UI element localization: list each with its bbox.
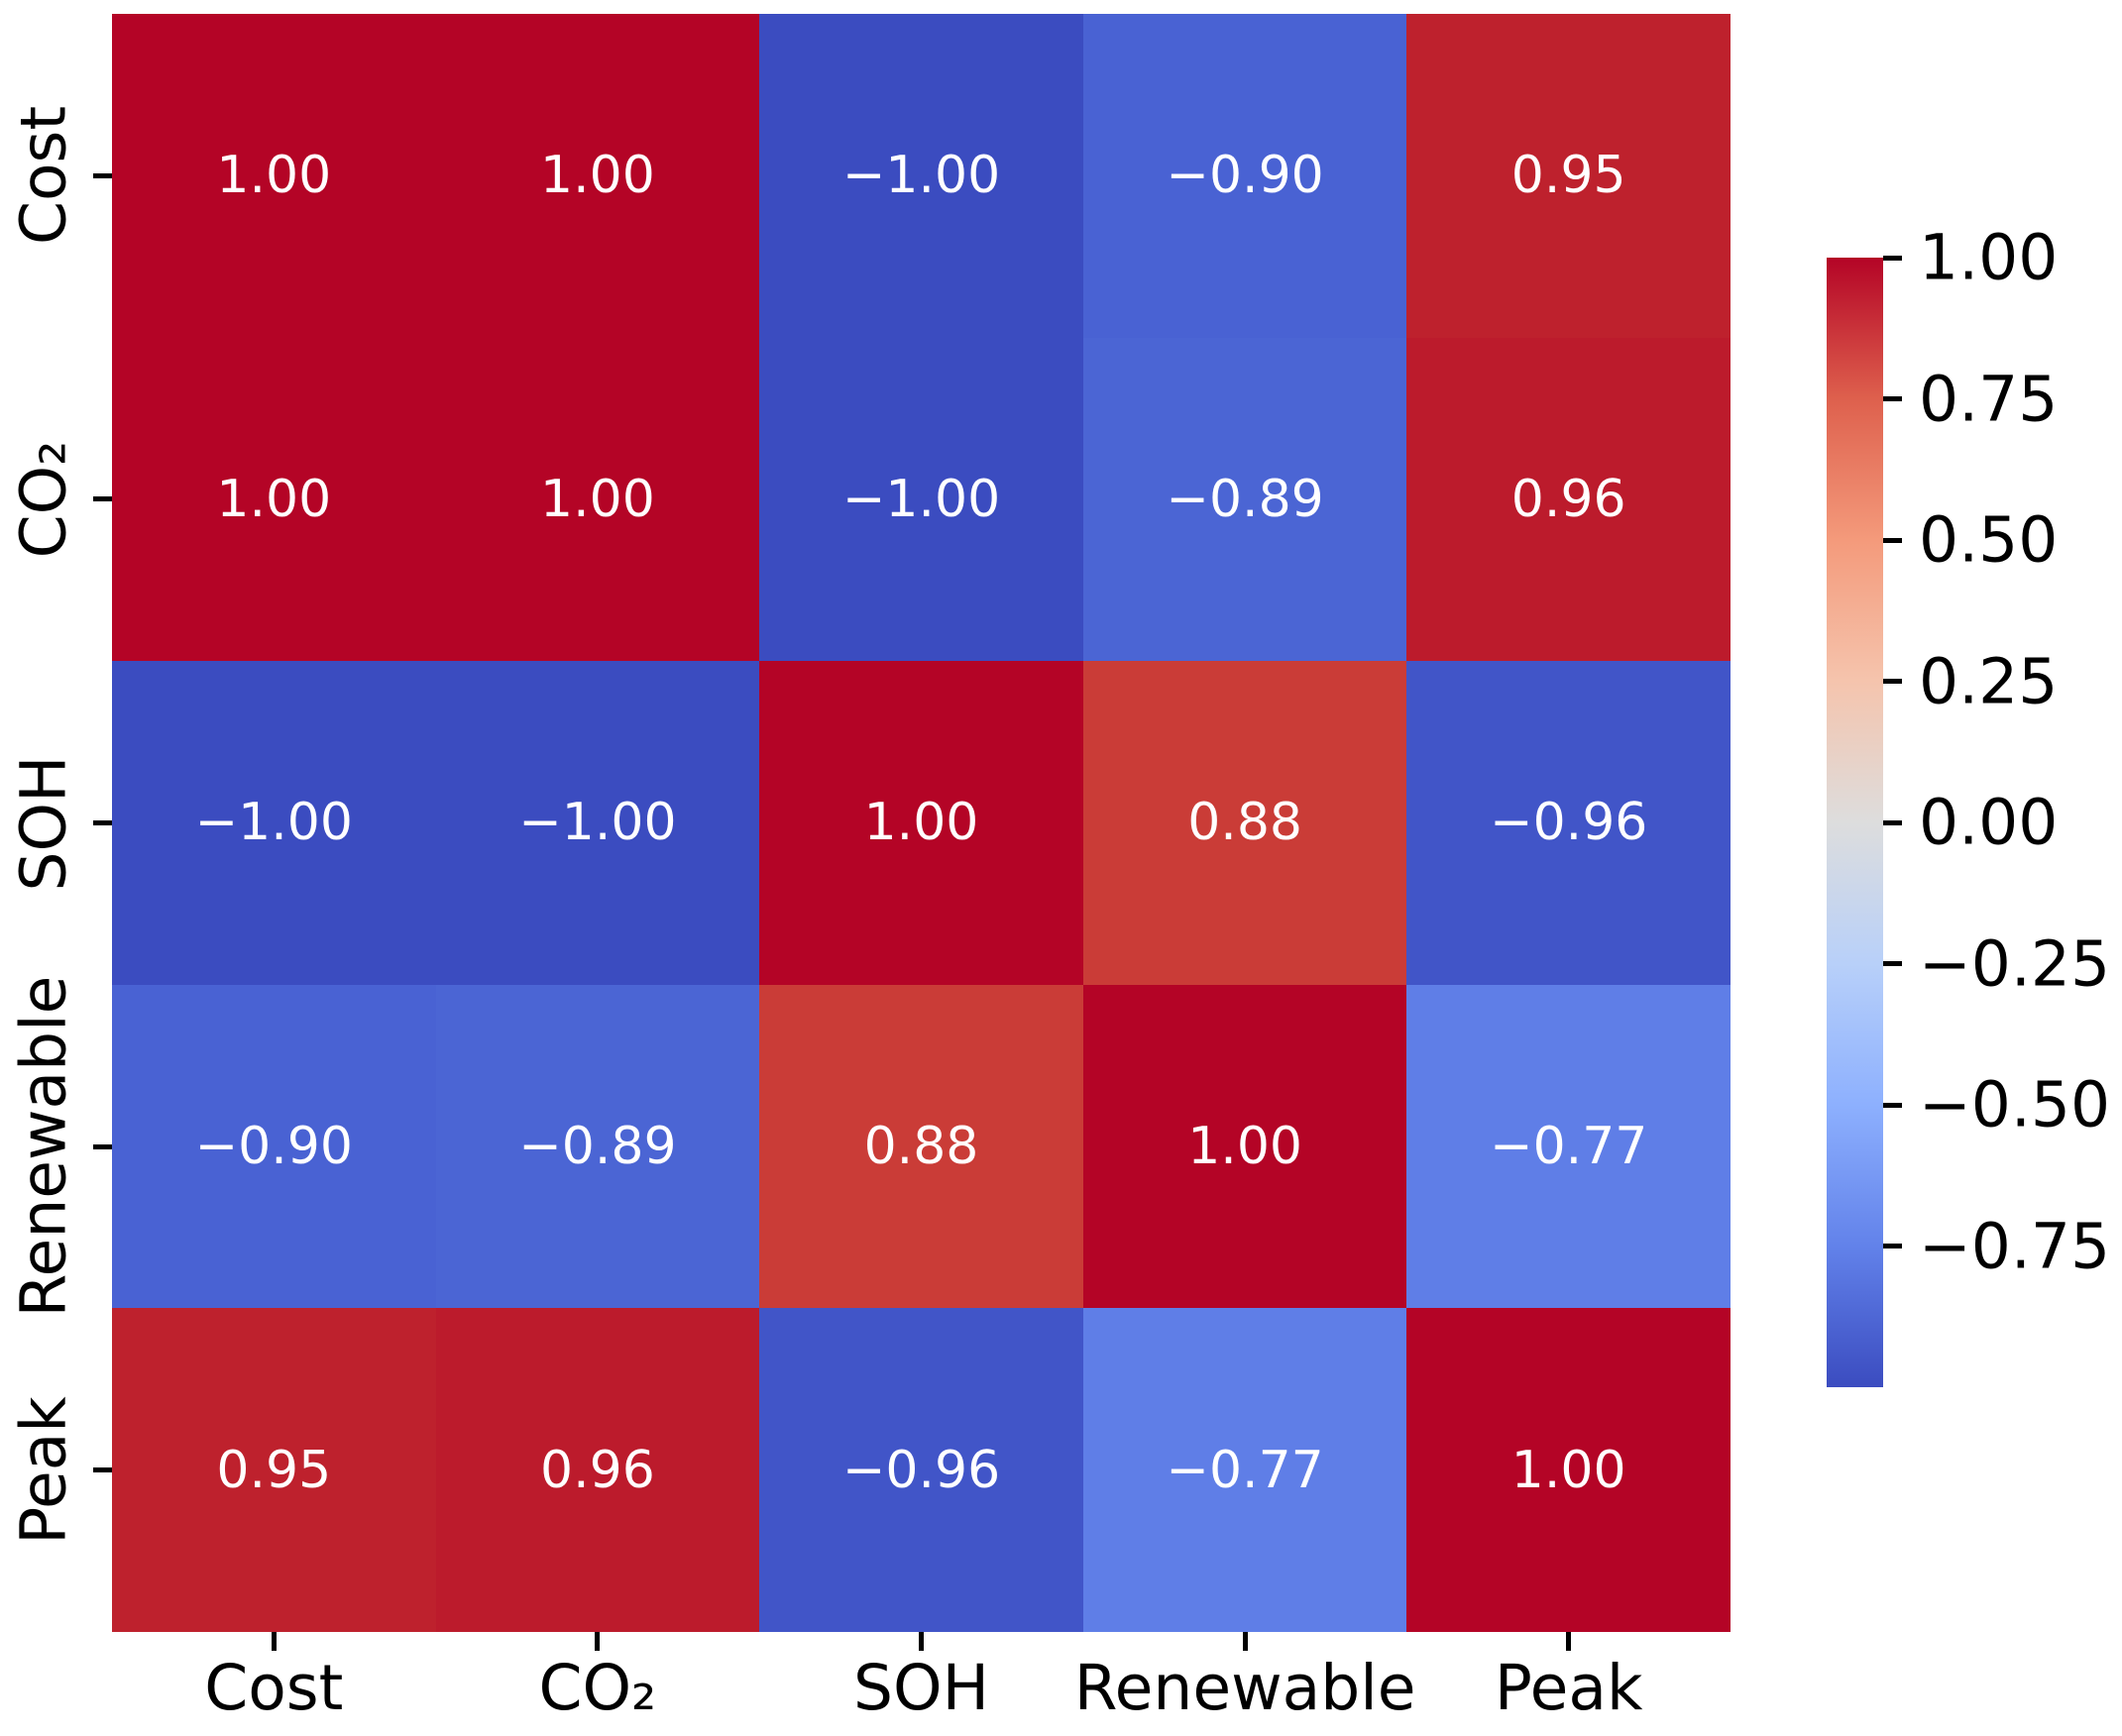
heatmap-cell-soh-soh: 1.00 [759,661,1083,985]
x-tick-label-soh: SOH [853,1652,989,1724]
heatmap-cell-peak-soh: −0.96 [759,1308,1083,1632]
colorbar-tick-label-−0.25: −0.25 [1919,927,2111,1000]
heatmap-cell-co2-renewable: −0.89 [1082,337,1407,662]
heatmap-cell-soh-cost: −1.00 [112,661,436,985]
colorbar-tick-0.25 [1883,679,1902,684]
x-tick-co2 [595,1632,601,1651]
colorbar-tick-1.00 [1883,255,1902,261]
heatmap-cell-peak-peak: 1.00 [1406,1308,1731,1632]
colorbar-tick-−0.50 [1883,1102,1902,1108]
heatmap-cell-co2-peak: 0.96 [1406,337,1731,662]
heatmap-cell-cost-soh: −1.00 [759,14,1083,338]
heatmap-cell-peak-cost: 0.95 [112,1308,436,1632]
colorbar-tick-label-1.00: 1.00 [1919,221,2059,294]
colorbar-tick-−0.25 [1883,961,1902,966]
colorbar-tick-0.50 [1883,537,1902,543]
colorbar-tick-label-0.75: 0.75 [1919,363,2059,435]
heatmap-cell-renewable-peak: −0.77 [1406,984,1731,1309]
x-tick-label-peak: Peak [1494,1652,1643,1724]
heatmap-cell-soh-co2: −1.00 [435,661,760,985]
heatmap-cell-renewable-cost: −0.90 [112,984,436,1309]
y-tick-label-peak: Peak [7,1395,80,1545]
y-tick-cost [93,172,112,178]
x-tick-cost [271,1632,277,1651]
heatmap-cell-cost-co2: 1.00 [435,14,760,338]
y-tick-soh [93,820,112,825]
colorbar-tick-−0.75 [1883,1244,1902,1248]
heatmap-cell-co2-soh: −1.00 [759,337,1083,662]
heatmap-cell-peak-renewable: −0.77 [1082,1308,1407,1632]
colorbar-tick-0.00 [1883,819,1902,825]
colorbar-tick-label-−0.75: −0.75 [1919,1210,2111,1282]
y-tick-renewable [93,1143,112,1149]
heatmap-cell-cost-cost: 1.00 [112,14,436,338]
colorbar-tick-label-0.50: 0.50 [1919,503,2059,577]
y-tick-peak [93,1467,112,1473]
x-tick-renewable [1242,1632,1248,1651]
heatmap-cell-co2-co2: 1.00 [435,337,760,662]
x-tick-soh [919,1632,924,1651]
colorbar-tick-0.75 [1883,396,1902,401]
heatmap-cell-renewable-co2: −0.89 [435,984,760,1309]
y-tick-label-co2: CO₂ [7,440,80,559]
heatmap-cell-peak-co2: 0.96 [435,1308,760,1632]
heatmap-cell-cost-peak: 0.95 [1406,14,1731,338]
heatmap-cell-cost-renewable: −0.90 [1082,14,1407,338]
colorbar-tick-label-0.25: 0.25 [1919,645,2059,717]
heatmap-cell-renewable-soh: 0.88 [759,984,1083,1309]
x-tick-peak [1566,1632,1572,1651]
colorbar-tick-label-−0.50: −0.50 [1919,1068,2111,1141]
y-tick-label-cost: Cost [7,106,80,246]
colorbar-tick-label-0.00: 0.00 [1919,786,2059,859]
heatmap-grid: 1.00 1.00 −1.00 −0.90 0.95 1.00 1.00 −1.00 −0.89… [112,14,1731,1632]
heatmap-cell-soh-peak: −0.96 [1406,661,1731,985]
x-tick-label-renewable: Renewable [1073,1652,1416,1724]
y-tick-label-renewable: Renewable [7,975,80,1318]
heatmap-cell-soh-renewable: 0.88 [1082,661,1407,985]
y-tick-co2 [93,496,112,502]
x-tick-label-co2: CO₂ [538,1652,657,1724]
x-tick-label-cost: Cost [204,1652,344,1724]
colorbar-gradient [1827,258,1883,1387]
heatmap-cell-renewable-renewable: 1.00 [1082,984,1407,1309]
y-tick-label-soh: SOH [7,755,80,891]
heatmap-cell-co2-cost: 1.00 [112,337,436,662]
